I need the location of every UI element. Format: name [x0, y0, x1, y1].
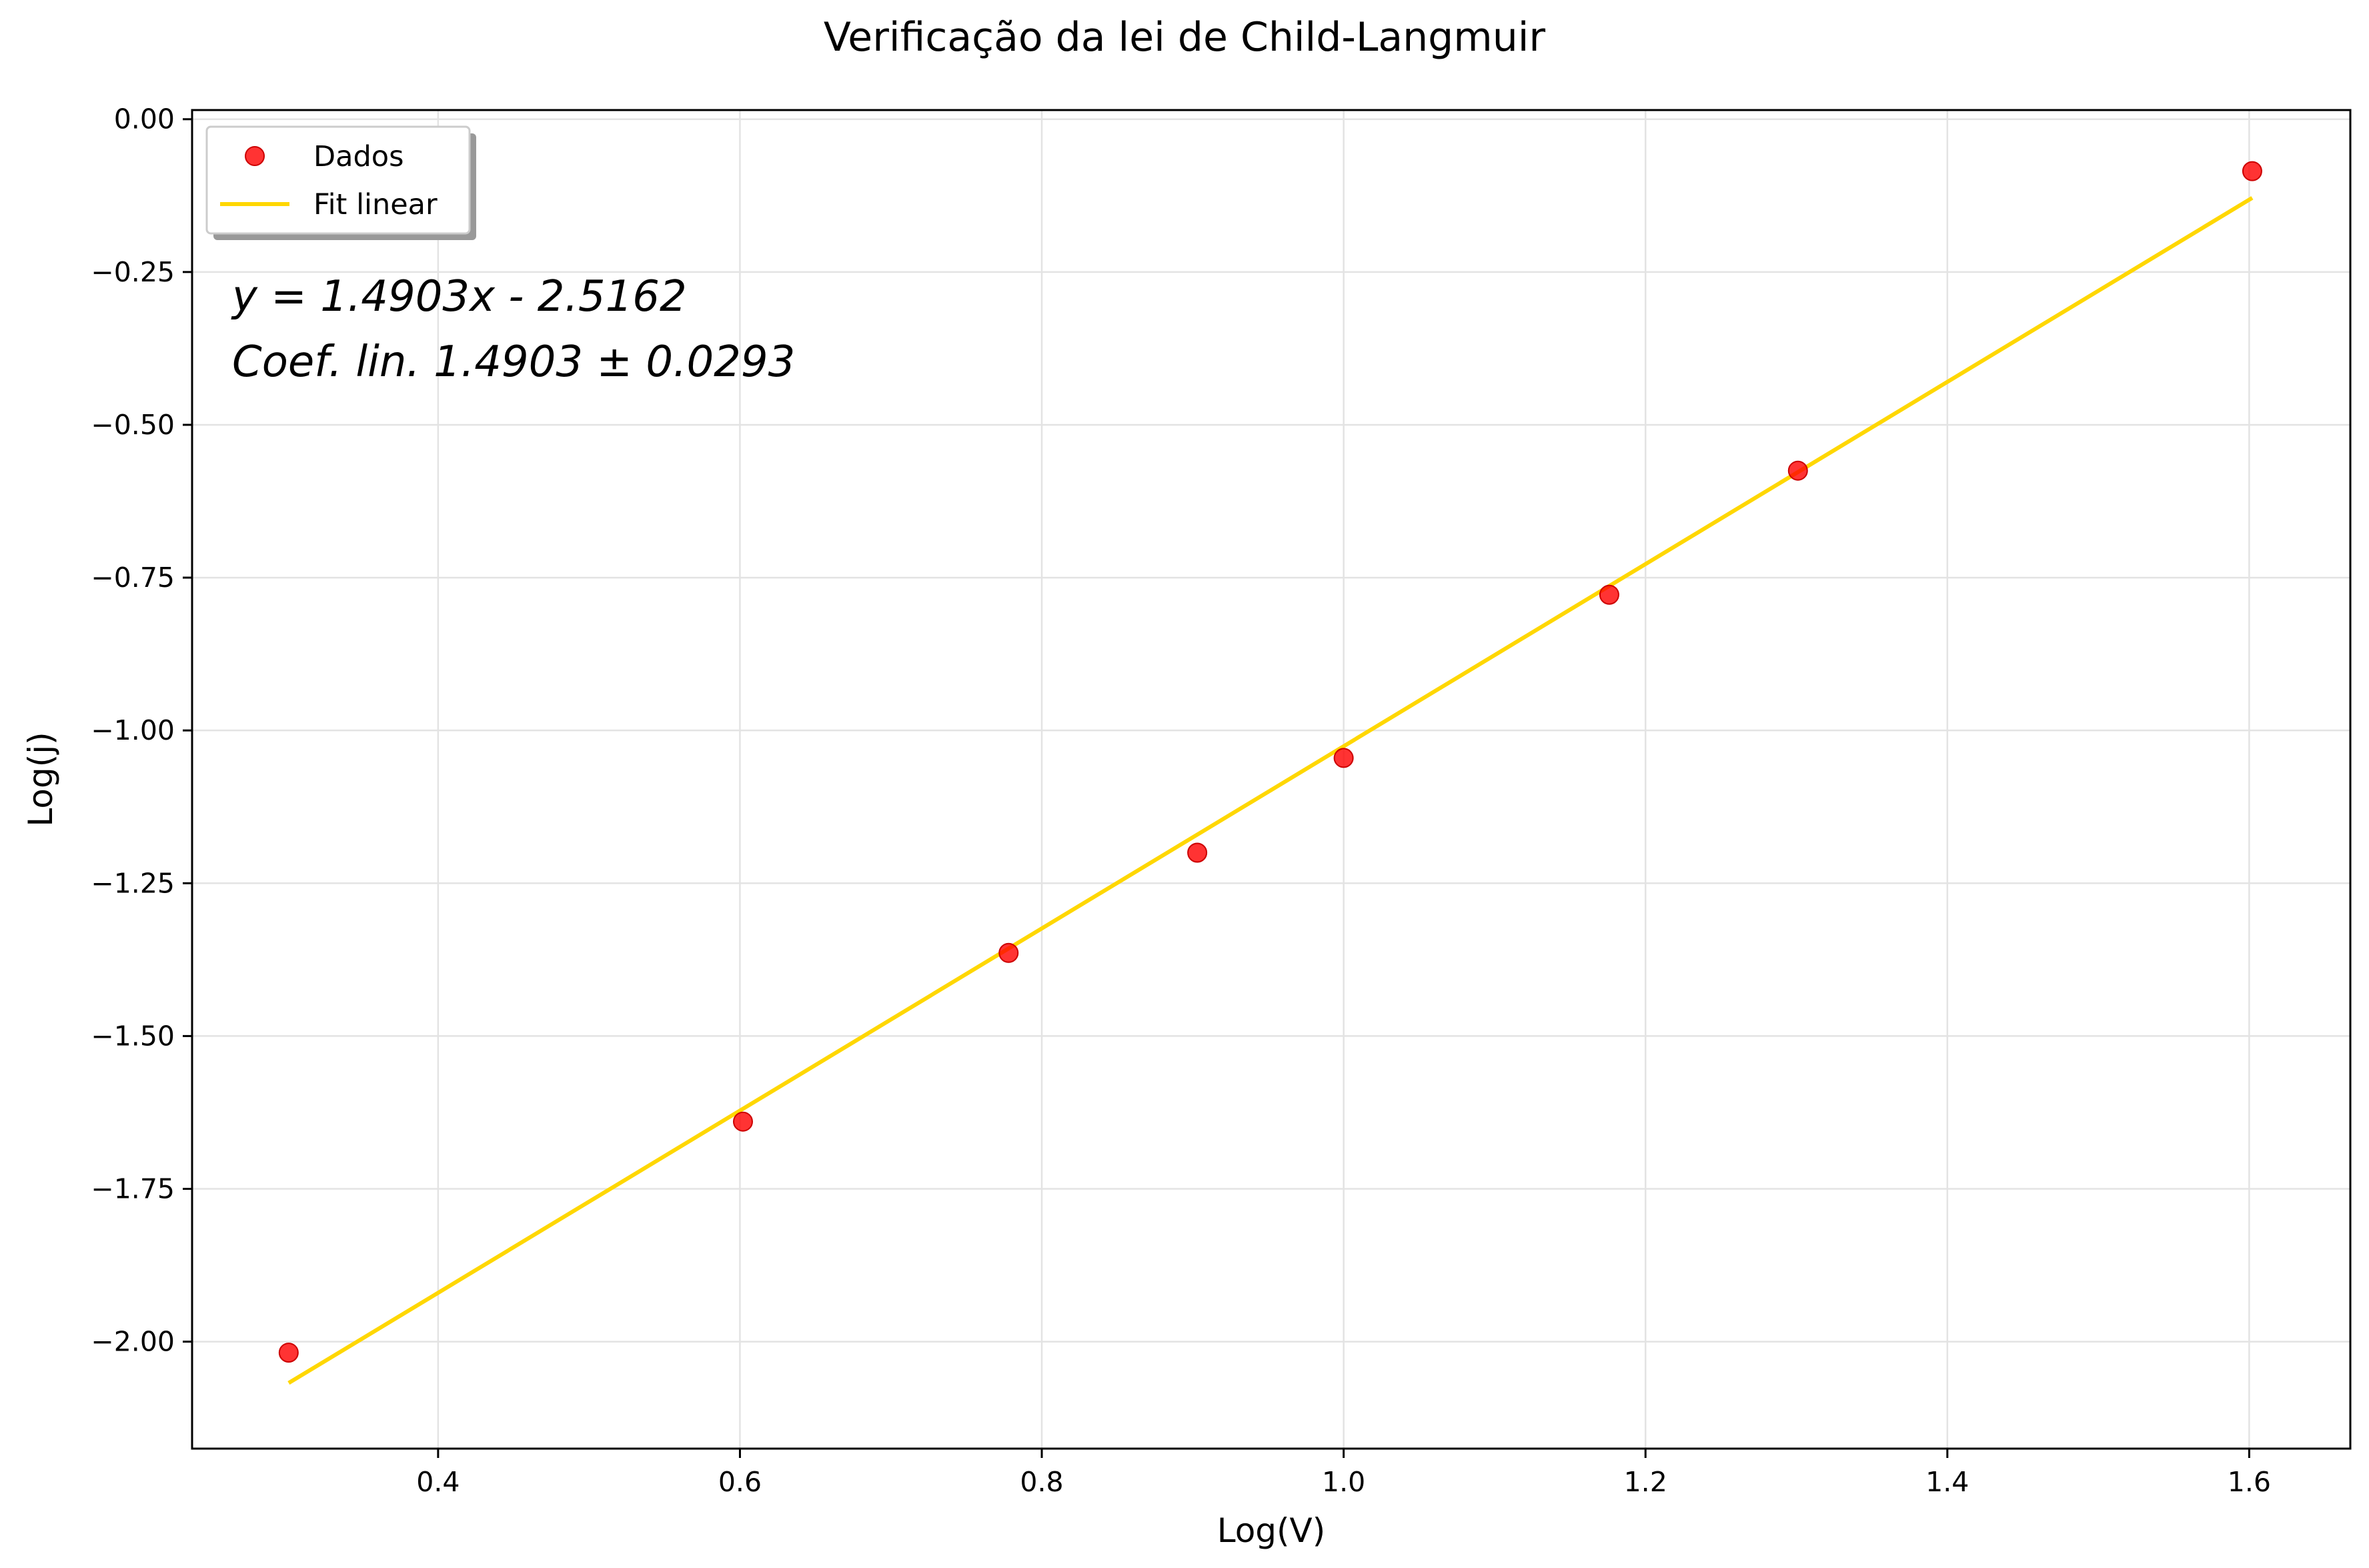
legend: Dados Fit linear [205, 125, 476, 240]
points-layer [278, 161, 2262, 1363]
legend-label-fit: Fit linear [313, 188, 438, 221]
y-tick-label: −1.00 [91, 714, 175, 746]
x-tick-label: 1.6 [2228, 1466, 2271, 1498]
x-axis-label: Log(V) [1217, 1511, 1326, 1550]
legend-marker-dados [245, 146, 265, 166]
data-point [732, 1111, 753, 1132]
x-tick-label: 1.4 [1925, 1466, 1969, 1498]
y-tick-label: −1.50 [91, 1020, 175, 1052]
y-tick-label: −2.00 [91, 1326, 175, 1358]
y-tick-label: 0.00 [114, 103, 175, 135]
ticks: 0.4 0.6 0.8 1.0 1.2 1.4 1.6 0.00 −0.25 −0.50 −0.75… [91, 103, 2271, 1498]
y-tick-label: −0.25 [91, 256, 175, 288]
y-tick-label: −1.25 [91, 867, 175, 899]
y-tick-label: −0.50 [91, 409, 175, 441]
data-point [998, 942, 1019, 963]
x-tick-label: 1.2 [1624, 1466, 1667, 1498]
annotation-coefficient: Coef. lin. 1.4903 ± 0.0293 [232, 337, 795, 387]
data-point [2242, 161, 2262, 181]
y-tick-label: −0.75 [91, 562, 175, 594]
y-tick-label: −1.75 [91, 1173, 175, 1205]
x-tick-label: 1.0 [1322, 1466, 1365, 1498]
x-tick-label: 0.6 [718, 1466, 762, 1498]
legend-box [205, 125, 471, 235]
data-point [278, 1343, 299, 1363]
legend-label-dados: Dados [313, 140, 404, 173]
data-point [1599, 584, 1619, 605]
x-tick-label: 0.4 [416, 1466, 460, 1498]
plot-frame [191, 109, 2352, 1450]
annotation-equation: y = 1.4903x - 2.5162 [231, 272, 687, 321]
x-tick-label: 0.8 [1020, 1466, 1063, 1498]
fit-line [287, 196, 2254, 1385]
chart-title: Verificação da lei de Child-Langmuir [824, 14, 1546, 61]
data-point [1333, 748, 1354, 768]
data-point [1187, 842, 1208, 863]
data-point [1787, 460, 1808, 481]
y-axis-label: Log(j) [21, 732, 60, 826]
grid [192, 110, 2350, 1449]
fit-layer [287, 196, 2254, 1385]
